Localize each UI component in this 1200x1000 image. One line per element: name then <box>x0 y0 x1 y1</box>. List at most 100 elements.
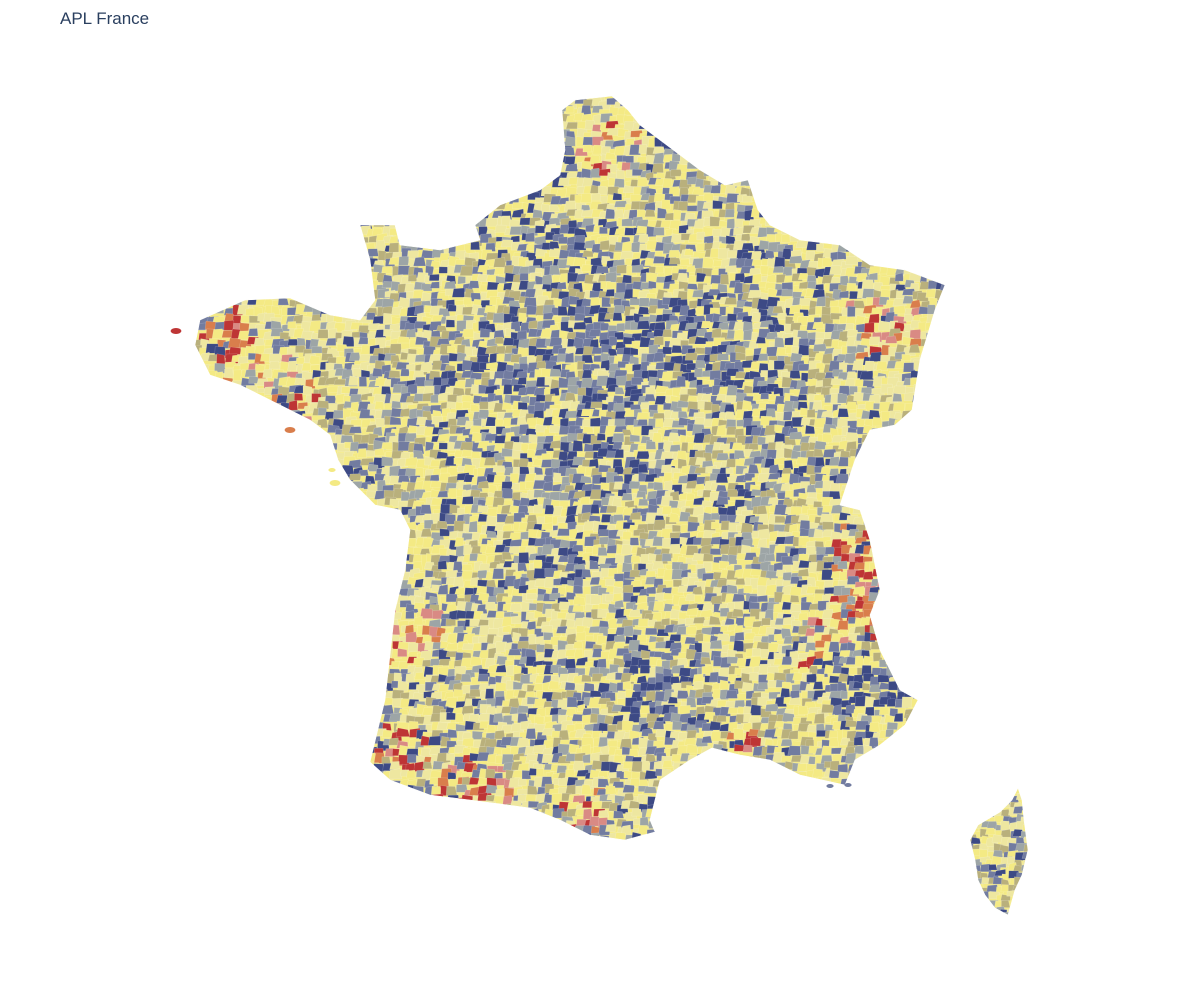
commune-region <box>205 376 216 388</box>
commune-region <box>509 120 523 128</box>
commune-region <box>406 137 420 148</box>
commune-region <box>195 363 203 374</box>
commune-region <box>247 201 259 211</box>
commune-region <box>333 104 347 112</box>
commune-region <box>928 396 937 405</box>
commune-region <box>440 211 450 222</box>
commune-region <box>261 138 271 149</box>
commune-region <box>673 122 684 132</box>
commune-region <box>661 346 672 355</box>
commune-region <box>829 227 842 235</box>
commune-region <box>516 416 527 425</box>
commune-region <box>460 100 473 108</box>
commune-region <box>281 251 294 261</box>
commune-region <box>166 99 175 108</box>
commune-region <box>335 308 348 318</box>
commune-region <box>439 172 452 180</box>
commune-region <box>925 242 938 254</box>
commune-region <box>166 451 177 460</box>
commune-region <box>755 336 766 344</box>
commune-region <box>296 187 307 197</box>
commune-region <box>655 107 669 118</box>
commune-region <box>905 128 918 138</box>
commune-region <box>829 265 842 275</box>
commune-region <box>184 435 195 446</box>
commune-region <box>501 154 516 165</box>
commune-region <box>174 379 184 390</box>
commune-region <box>893 213 903 221</box>
commune-region <box>264 268 274 276</box>
commune-region <box>441 219 453 227</box>
commune-region <box>398 128 410 138</box>
commune-region <box>910 442 924 451</box>
commune-region <box>240 96 251 102</box>
commune-region <box>195 300 201 310</box>
commune-region <box>436 96 451 99</box>
commune-region <box>270 424 281 433</box>
commune-region <box>503 384 513 395</box>
commune-region <box>373 113 386 123</box>
commune-region <box>423 178 434 187</box>
commune-region <box>374 139 385 148</box>
commune-region <box>821 112 834 120</box>
commune-region <box>413 146 428 154</box>
commune-region <box>167 137 178 148</box>
commune-region <box>383 108 396 120</box>
commune-region <box>165 162 179 171</box>
commune-region <box>221 440 234 448</box>
commune-region <box>205 444 217 453</box>
commune-region <box>629 194 642 203</box>
commune-region <box>920 467 932 476</box>
commune-region <box>686 109 698 117</box>
commune-region <box>165 202 176 210</box>
commune-region <box>240 216 253 225</box>
commune-region <box>293 149 306 157</box>
commune-region <box>710 184 722 194</box>
commune-region <box>887 154 901 163</box>
commune-region <box>944 347 945 357</box>
commune-region <box>408 201 419 212</box>
commune-region <box>391 154 401 166</box>
commune-region <box>332 280 345 291</box>
commune-region <box>320 272 331 281</box>
commune-region <box>782 116 796 126</box>
commune-region <box>873 136 886 145</box>
commune-region <box>255 209 269 219</box>
commune-region <box>548 241 560 249</box>
commune-region <box>212 273 226 285</box>
commune-region <box>520 96 534 98</box>
commune-region <box>239 187 251 199</box>
commune-region <box>170 109 183 116</box>
commune-region <box>160 475 172 484</box>
commune-region <box>926 380 939 390</box>
commune-region <box>719 273 730 285</box>
commune-region <box>178 114 189 122</box>
commune-region <box>741 233 751 241</box>
commune-region <box>493 160 505 171</box>
commune-region <box>933 328 945 339</box>
commune-region <box>840 177 850 186</box>
commune-region <box>333 256 347 266</box>
commune-region <box>156 220 167 231</box>
commune-region <box>486 178 499 189</box>
commune-region <box>461 394 472 403</box>
commune-region <box>415 218 429 227</box>
commune-region <box>881 129 895 140</box>
commune-region <box>653 227 665 236</box>
commune-region <box>176 460 187 467</box>
commune-region <box>213 401 225 410</box>
commune-region <box>918 204 929 216</box>
commune-region <box>817 140 829 151</box>
commune-region <box>892 256 905 265</box>
commune-region <box>912 481 923 489</box>
commune-region <box>911 472 921 484</box>
commune-region <box>391 199 401 211</box>
commune-region <box>774 323 785 332</box>
commune-region <box>172 427 182 435</box>
commune-region <box>199 260 209 271</box>
commune-region <box>380 138 393 145</box>
commune-region <box>195 290 206 298</box>
commune-region <box>195 300 208 308</box>
commune-region <box>351 235 362 244</box>
commune-region <box>326 296 339 307</box>
